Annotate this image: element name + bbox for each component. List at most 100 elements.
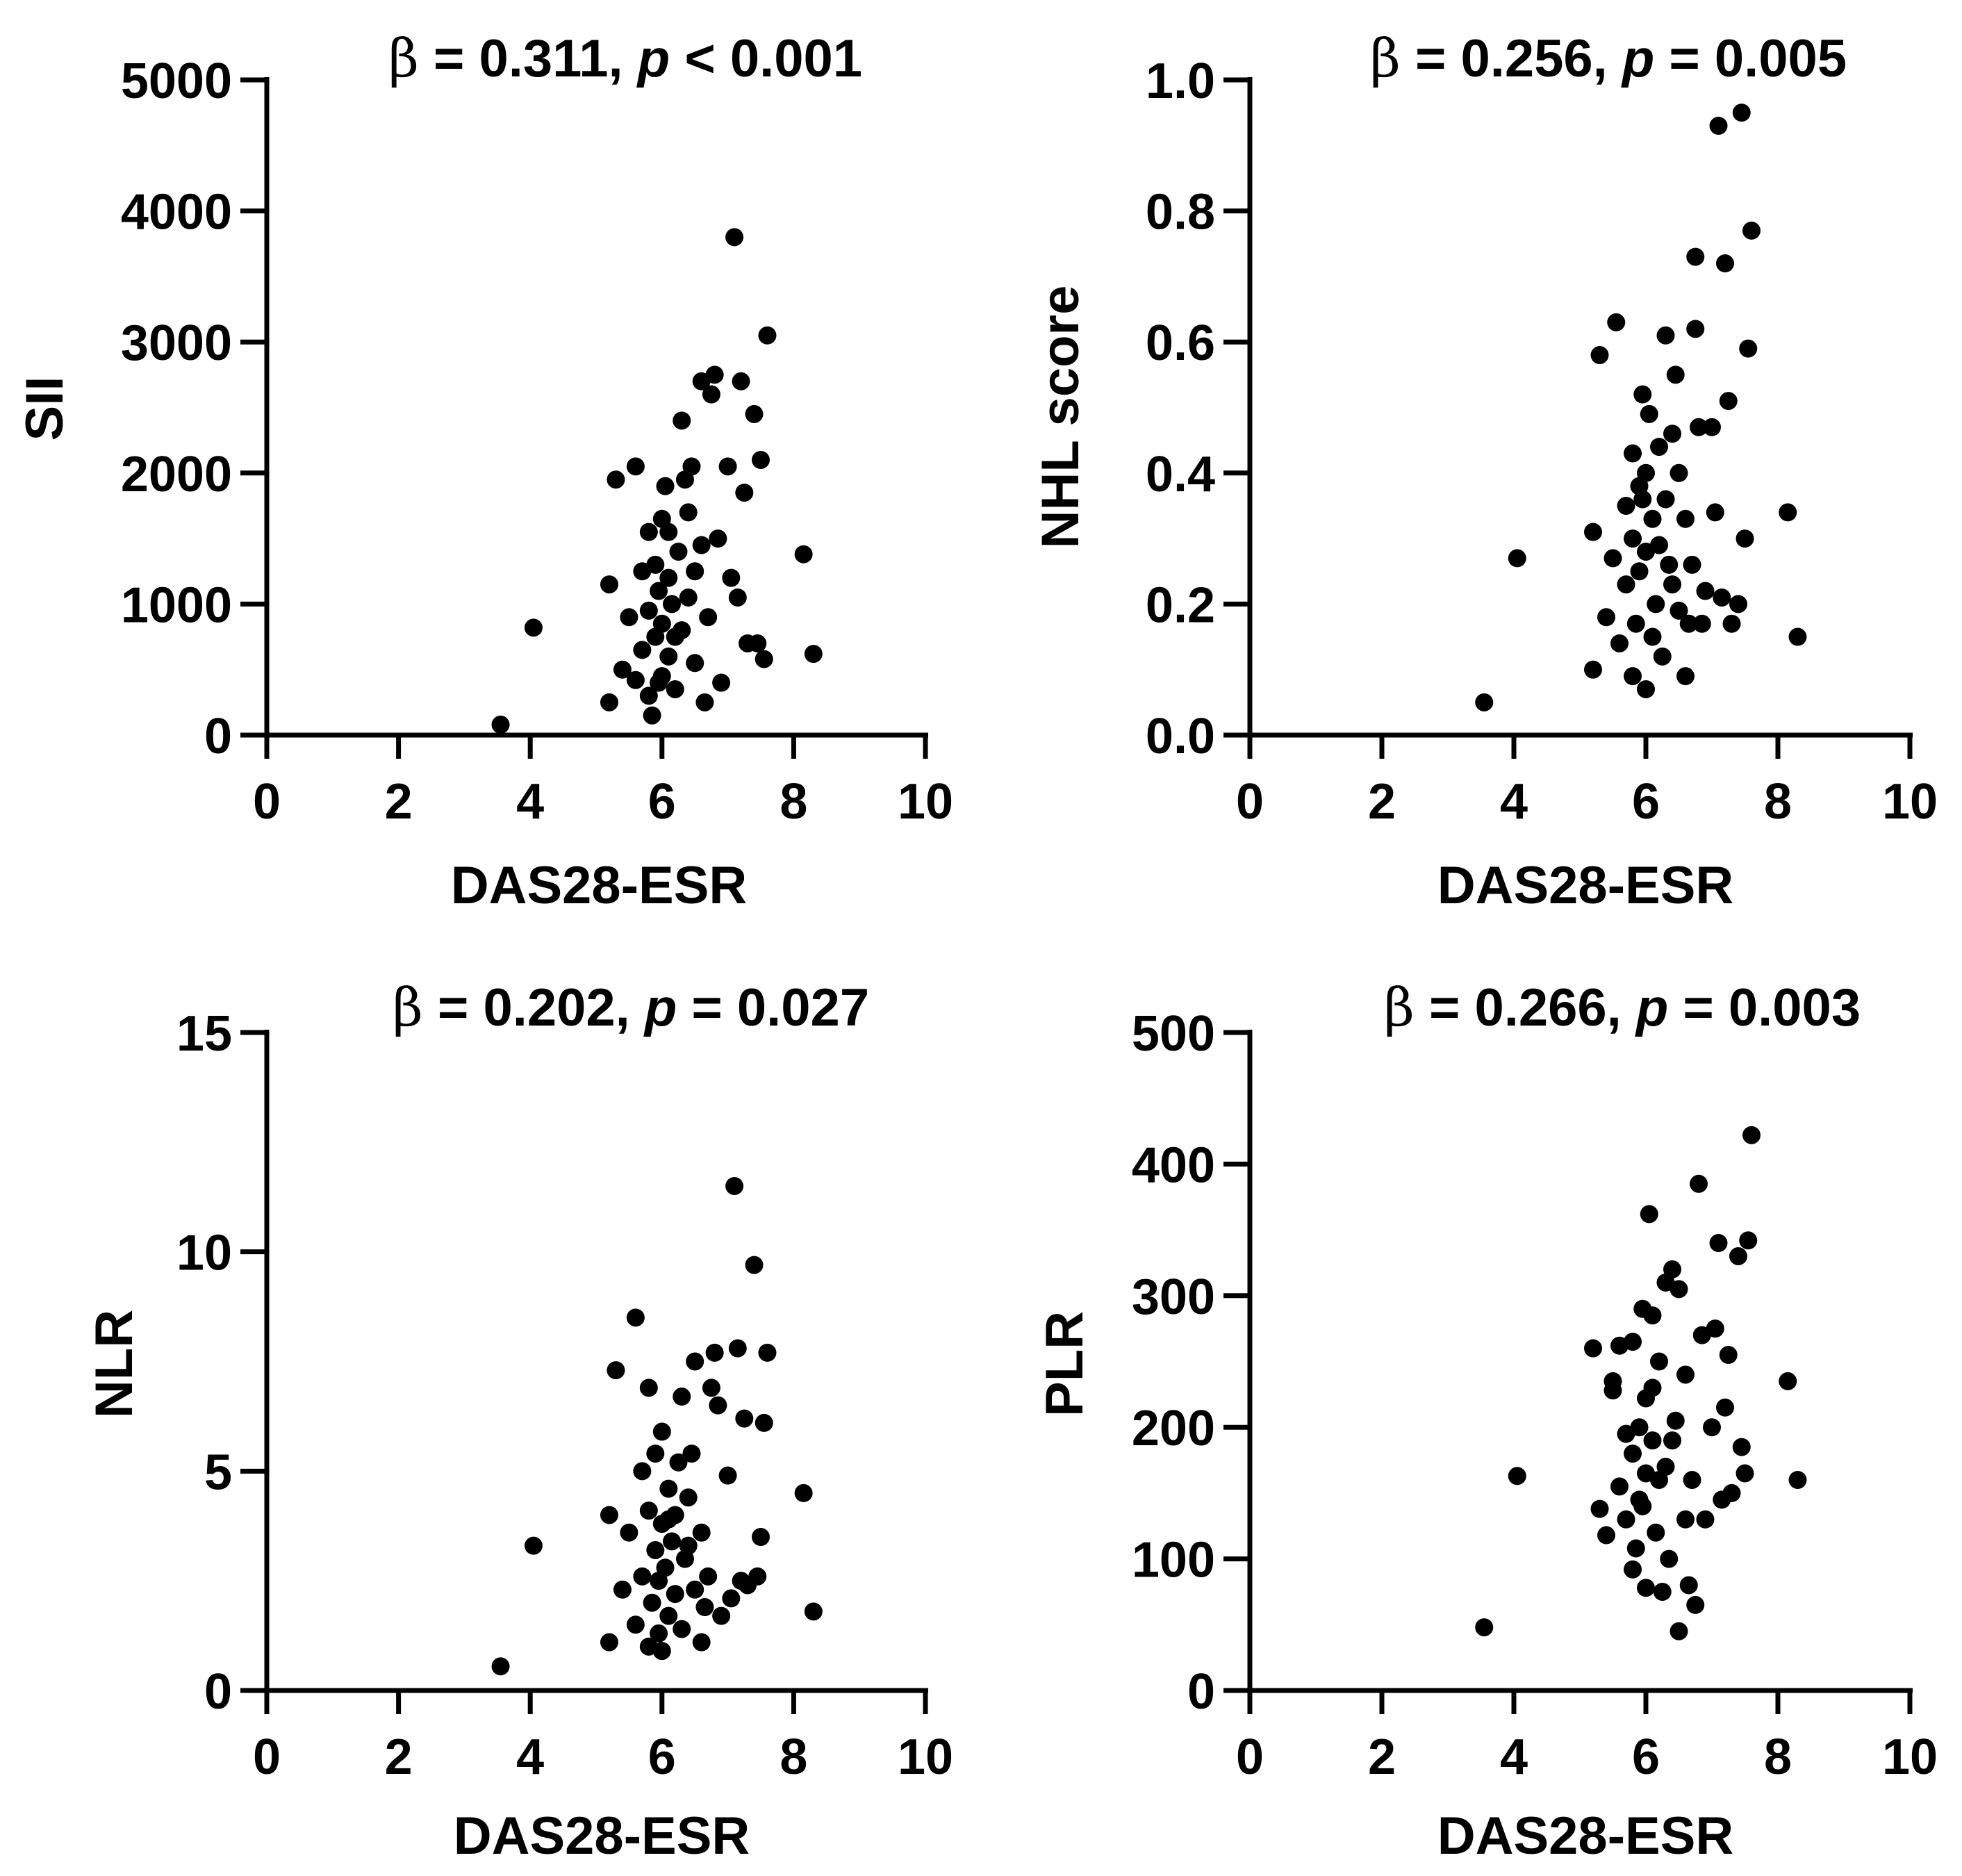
data-point <box>643 706 661 725</box>
data-point <box>1630 1418 1649 1437</box>
y-tick-label: 0.4 <box>1146 447 1215 502</box>
data-point <box>1736 529 1754 548</box>
x-tick-label: 2 <box>385 774 413 830</box>
data-point <box>1610 634 1629 652</box>
data-point <box>804 645 823 664</box>
data-point <box>679 1488 698 1507</box>
axes <box>1223 77 1913 759</box>
data-point <box>692 536 711 554</box>
data-point <box>732 372 750 390</box>
beta-symbol: β <box>393 976 423 1038</box>
data-point <box>1779 503 1797 522</box>
data-point <box>682 457 701 476</box>
data-point <box>1788 627 1807 646</box>
data-point <box>1633 385 1652 404</box>
axes <box>1223 1030 1913 1714</box>
x-axis-label: DAS28-ESR <box>1437 856 1734 915</box>
data-point <box>1610 1477 1629 1496</box>
data-point <box>607 470 625 489</box>
data-point <box>1643 1431 1662 1450</box>
data-point <box>1690 418 1708 436</box>
x-tick-label: 6 <box>1632 774 1660 830</box>
data-point <box>613 660 632 679</box>
data-point <box>669 542 688 561</box>
data-point <box>1650 536 1668 554</box>
data-point <box>1722 1483 1741 1502</box>
data-points <box>1475 1126 1807 1640</box>
y-tick-label: 200 <box>1132 1401 1215 1456</box>
data-point <box>745 1256 764 1274</box>
y-tick-label: 0.2 <box>1146 577 1215 633</box>
data-point <box>1643 509 1662 528</box>
data-point <box>1475 693 1494 711</box>
data-point <box>1670 1280 1688 1299</box>
data-point <box>1656 490 1675 509</box>
x-axis-label: DAS28-ESR <box>454 1807 750 1866</box>
data-point <box>686 1580 704 1599</box>
data-point <box>639 686 658 705</box>
x-tick-label: 0 <box>253 774 281 830</box>
p-value: = 0.027 <box>677 978 869 1037</box>
data-point <box>1597 608 1615 627</box>
y-axis-label: PLR <box>1035 1311 1094 1417</box>
data-point <box>722 1589 741 1608</box>
data-point <box>1729 1246 1747 1265</box>
panel-title: β = 0.266, p = 0.003 <box>1384 976 1861 1038</box>
data-point <box>1624 1333 1642 1351</box>
data-point <box>1647 1523 1665 1542</box>
y-tick-label: 0.6 <box>1146 315 1215 371</box>
data-point <box>1679 1576 1698 1595</box>
data-point <box>1617 496 1635 515</box>
data-point <box>1742 221 1761 240</box>
data-point <box>695 1598 714 1617</box>
data-point <box>1650 438 1668 456</box>
data-point <box>1722 614 1741 633</box>
data-point <box>1626 614 1645 633</box>
data-point <box>620 1523 638 1542</box>
data-point <box>728 588 747 607</box>
data-point <box>1663 425 1681 443</box>
data-point <box>666 680 684 698</box>
data-point <box>659 647 678 666</box>
data-point <box>1670 601 1688 620</box>
x-tick-label: 2 <box>1368 1729 1396 1785</box>
data-point <box>702 1379 720 1397</box>
data-point <box>1624 1445 1642 1463</box>
p-symbol: p <box>643 978 677 1037</box>
data-point <box>718 457 737 476</box>
axes <box>240 1030 928 1714</box>
x-tick-label: 10 <box>1882 1729 1938 1785</box>
x-tick-label: 10 <box>898 1729 953 1785</box>
data-point <box>646 1540 665 1559</box>
data-point <box>673 1388 691 1406</box>
data-point <box>679 1536 698 1555</box>
data-point <box>659 523 678 541</box>
data-point <box>1626 1539 1645 1558</box>
data-point <box>1624 444 1642 463</box>
data-point <box>725 228 744 247</box>
y-tick-label: 0.8 <box>1146 185 1215 240</box>
data-point <box>626 670 645 689</box>
data-point <box>1670 463 1688 482</box>
data-point <box>1696 1510 1715 1529</box>
beta-value: = 0.311, <box>419 29 638 88</box>
panel-plr: β = 0.266, p = 0.003 PLR DAS28-ESR 0 2 4 6 8… <box>1035 976 1938 1866</box>
data-point <box>705 365 724 384</box>
data-points <box>1475 104 1807 711</box>
y-tick-label: 5 <box>204 1445 232 1500</box>
data-point <box>1637 680 1655 698</box>
x-tick-label: 8 <box>780 1729 807 1785</box>
data-point <box>686 562 704 581</box>
data-point <box>639 1501 658 1520</box>
y-tick-label: 500 <box>1132 1006 1215 1062</box>
data-point <box>600 575 618 594</box>
x-tick-label: 2 <box>1368 774 1396 830</box>
y-tick-label: 3000 <box>121 315 232 371</box>
data-point <box>1663 1260 1681 1278</box>
data-point <box>1653 1582 1672 1601</box>
x-axis-label: DAS28-ESR <box>451 856 748 915</box>
x-tick-label: 8 <box>1764 1729 1792 1785</box>
axes <box>240 77 928 759</box>
y-tick-label: 2000 <box>121 447 232 502</box>
